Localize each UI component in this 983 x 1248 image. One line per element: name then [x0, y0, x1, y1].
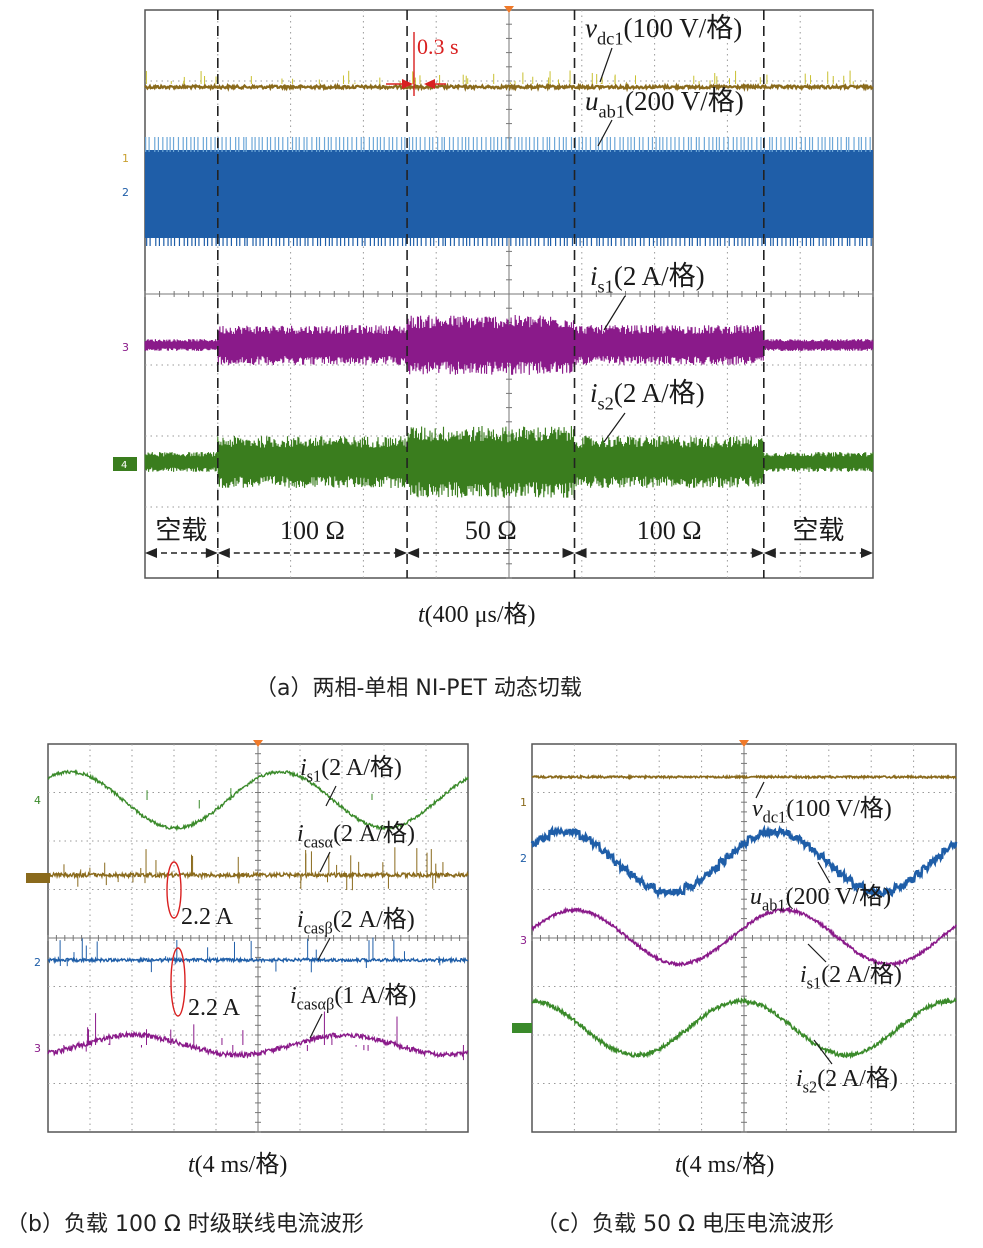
b-trigger-marker: [253, 740, 263, 747]
a-ch-4: 4: [121, 460, 127, 471]
c-label-is1: is1(2 A/格): [800, 961, 902, 993]
b-trace-icas-alpha: [48, 870, 469, 880]
xlabel-c: t(4 ms/格): [675, 1152, 775, 1178]
a-arrowhead: [205, 548, 218, 558]
b-trace-is1: [47, 769, 469, 832]
a-arrowhead: [763, 548, 776, 558]
a-trigger-marker: [504, 6, 514, 13]
a-annot-arrow: [424, 79, 435, 89]
a-arrowhead: [751, 548, 764, 558]
b-annot-ellipse: [170, 947, 186, 1017]
b-ch-4: 4: [34, 794, 41, 807]
a-arrowhead: [861, 548, 873, 558]
b-label-is1: is1(2 A/格): [300, 754, 402, 786]
a-leader-uab1: [597, 119, 613, 147]
c-leader-uab1: [817, 861, 831, 884]
b-label-icas-beta: icasβ(2 A/格): [297, 906, 415, 938]
a-segment-label: 空载: [155, 516, 207, 545]
xlabel-a: t(400 μs/格): [418, 602, 536, 628]
a-trace-uab1-band: [145, 150, 873, 238]
a-leader-is1: [603, 295, 626, 331]
a-leader-is2: [603, 412, 626, 443]
b-leader-icas-beta: [317, 937, 331, 961]
a-label-vdc1: vdc1(100 V/格): [585, 13, 742, 49]
c-trace-vdc1: [531, 773, 957, 781]
b-ch-2: 2: [34, 956, 41, 969]
a-label-is2: is2(2 A/格): [590, 378, 705, 414]
b-grid: [47, 743, 469, 1133]
a-label-uab1: uab1(200 V/格): [585, 86, 744, 122]
a-arrowhead: [574, 548, 587, 558]
c-leader-vdc1: [755, 781, 765, 799]
c-label-is2: is2(2 A/格): [796, 1065, 898, 1097]
c-ch-2: 2: [520, 852, 527, 865]
a-segment-label: 100 Ω: [637, 516, 702, 545]
panel-a: 1 2 3 4 空载 100 Ω 50 Ω 100 Ω 空载 0.3 s vdc1(100 V/格)…: [113, 6, 874, 701]
b-ch-1-box: [26, 873, 50, 883]
a-annot-arrow: [402, 79, 413, 89]
a-trace-vdc1: [144, 81, 874, 93]
c-trigger-marker: [739, 740, 749, 747]
a-arrowhead: [395, 548, 408, 558]
a-ch-4-box: [113, 457, 137, 471]
b-label-icas-alphabeta: icasαβ(1 A/格): [290, 982, 416, 1014]
a-segment-label: 100 Ω: [280, 516, 345, 545]
c-label-vdc1: vdc1(100 V/格): [752, 795, 892, 827]
b-trace-icas-beta: [47, 956, 469, 965]
c-trace-uab1: [530, 824, 958, 900]
b-annot-ellipse: [166, 861, 182, 919]
b-annot-text: 2.2 A: [188, 995, 241, 1021]
a-segment-label: 50 Ω: [465, 516, 517, 545]
c-ch-4-box: [512, 1023, 532, 1033]
caption-a: （a）两相-单相 NI-PET 动态切载: [255, 676, 582, 701]
a-arrowhead: [562, 548, 575, 558]
a-annot-text: 0.3 s: [417, 34, 459, 59]
a-segment-label: 空载: [792, 516, 844, 545]
b-leader-is1: [325, 785, 337, 807]
caption-b: （b）负载 100 Ω 时级联线电流波形: [6, 1212, 364, 1237]
b-trace-icas-alphabeta: [47, 1030, 469, 1059]
c-trace-is2: [531, 996, 957, 1060]
c-trace-is1: [531, 905, 957, 968]
a-trace-is2: [144, 425, 874, 498]
panel-b: 4 2 3 2.2 A 2.2 A is1(2 A/格) icasα(2 A/格) icasβ…: [0, 720, 500, 1248]
a-arrowhead: [145, 548, 157, 558]
b-leader-icas-alphabeta: [309, 1013, 323, 1039]
scope-a: 1 2 3 4 空载 100 Ω 50 Ω 100 Ω 空载 0.3 s vdc1(100 V/格)…: [113, 6, 874, 579]
a-ch-1: 1: [122, 152, 129, 165]
a-label-is1: is1(2 A/格): [590, 261, 705, 297]
b-annot-text: 2.2 A: [181, 904, 234, 930]
caption-c: （c）负载 50 Ω 电压电流波形: [536, 1212, 834, 1237]
scope-c: 1 2 3 vdc1(100 V/格) uab1(200 V/格) is1(2 A/格) i…: [512, 740, 958, 1133]
c-leader-is2: [813, 1039, 833, 1065]
a-trace-is1: [144, 314, 874, 375]
a-leader-vdc1: [599, 47, 613, 83]
c-leader-is1: [807, 943, 827, 963]
b-leader-icas-alpha: [319, 851, 331, 873]
a-arrowhead: [217, 548, 230, 558]
a-ch-3: 3: [122, 341, 129, 354]
b-label-icas-alpha: icasα(2 A/格): [297, 820, 415, 852]
b-ch-3: 3: [34, 1042, 41, 1055]
a-arrowhead: [407, 548, 420, 558]
a-ch-2: 2: [122, 186, 129, 199]
xlabel-b: t(4 ms/格): [188, 1152, 288, 1178]
c-ch-3: 3: [520, 934, 527, 947]
c-label-uab1: uab1(200 V/格): [750, 883, 891, 915]
c-ch-1: 1: [520, 796, 527, 809]
scope-b: 4 2 3 2.2 A 2.2 A is1(2 A/格) icasα(2 A/格) icasβ…: [26, 740, 469, 1133]
panel-c: 1 2 3 vdc1(100 V/格) uab1(200 V/格) is1(2 A/格) i…: [500, 720, 983, 1248]
